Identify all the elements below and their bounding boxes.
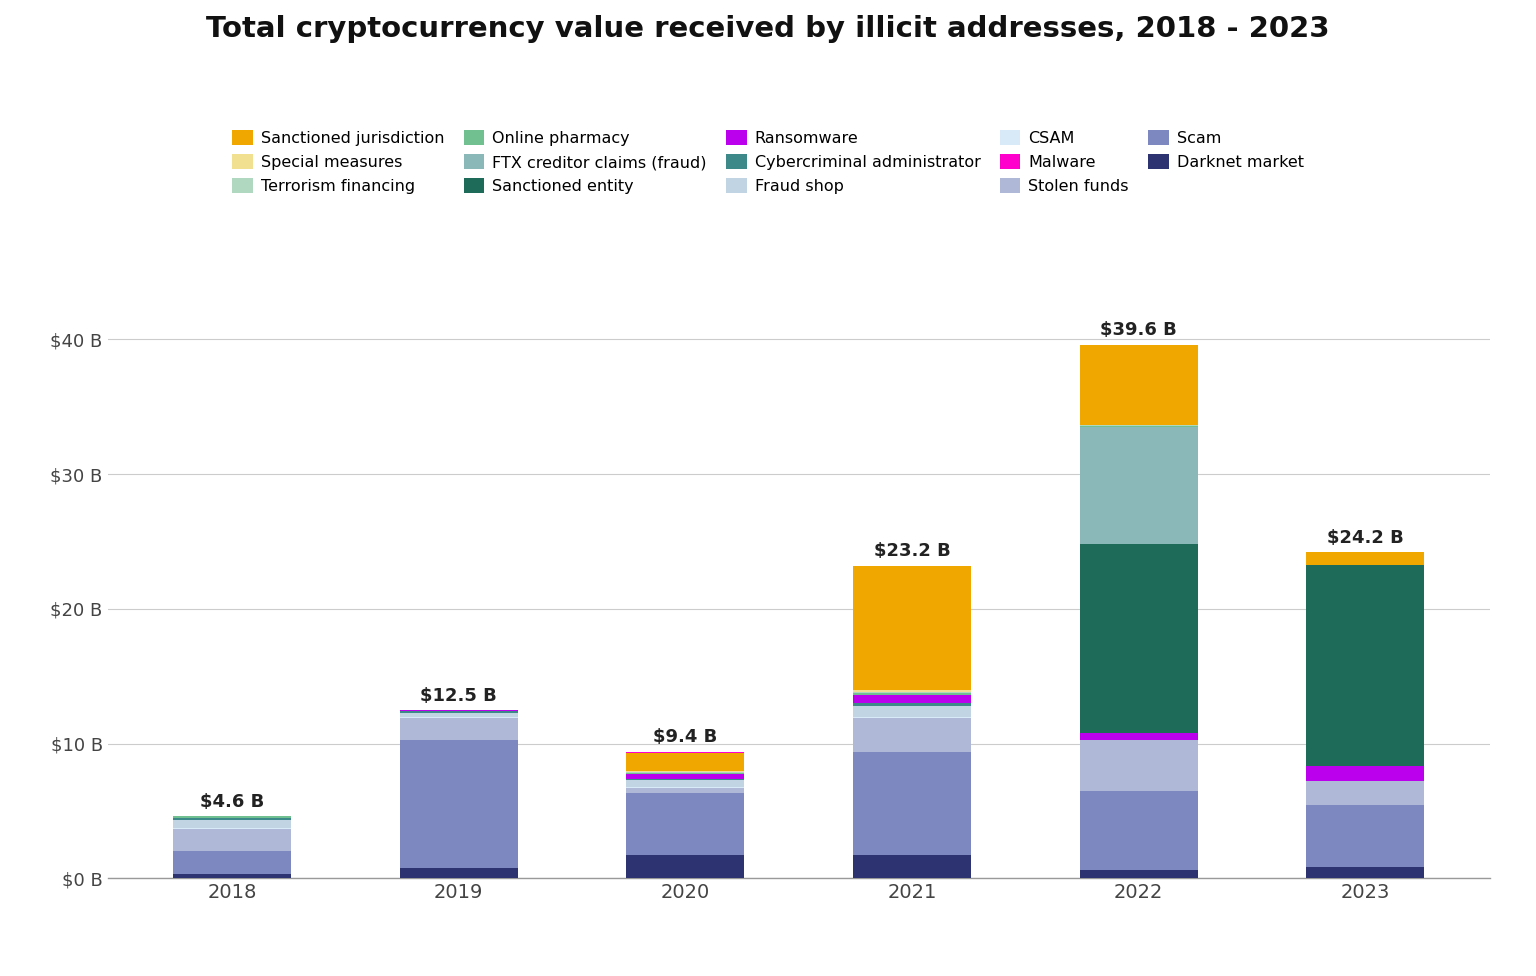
Bar	[627, 788, 745, 793]
Text: $9.4 B: $9.4 B	[653, 728, 717, 747]
Text: $12.5 B: $12.5 B	[421, 686, 498, 705]
Bar	[852, 693, 971, 695]
Bar	[852, 856, 971, 878]
Bar	[852, 716, 971, 718]
Text: $4.6 B: $4.6 B	[200, 793, 264, 811]
Bar	[852, 692, 971, 693]
Text: $23.2 B: $23.2 B	[874, 543, 951, 560]
Bar	[399, 712, 518, 716]
Bar	[627, 856, 745, 878]
Bar	[399, 718, 518, 740]
Bar	[1306, 867, 1424, 878]
Bar	[174, 816, 292, 818]
Bar	[1306, 766, 1424, 781]
Bar	[852, 566, 971, 690]
Bar	[1080, 427, 1198, 545]
Bar	[174, 820, 292, 828]
Bar	[627, 787, 745, 788]
Bar	[627, 793, 745, 856]
Text: Total cryptocurrency value received by illicit addresses, 2018 - 2023: Total cryptocurrency value received by i…	[206, 15, 1330, 43]
Bar	[174, 851, 292, 874]
Bar	[627, 774, 745, 779]
Bar	[852, 690, 971, 692]
Bar	[627, 773, 745, 774]
Bar	[852, 695, 971, 703]
Bar	[1306, 565, 1424, 766]
Bar	[1080, 791, 1198, 871]
Bar	[852, 706, 971, 716]
Bar	[1080, 345, 1198, 425]
Bar	[174, 829, 292, 851]
Legend: Sanctioned jurisdiction, Special measures, Terrorism financing, Online pharmacy,: Sanctioned jurisdiction, Special measure…	[232, 130, 1304, 194]
Text: © Chainalysis: © Chainalysis	[1344, 935, 1459, 954]
Bar	[174, 874, 292, 878]
Bar	[399, 710, 518, 712]
Bar	[1080, 740, 1198, 791]
Bar	[399, 868, 518, 878]
Bar	[1080, 733, 1198, 740]
Bar	[1080, 426, 1198, 427]
Bar	[174, 818, 292, 820]
Bar	[1306, 805, 1424, 867]
Bar	[627, 752, 745, 753]
Bar	[1306, 552, 1424, 565]
Text: $24.2 B: $24.2 B	[1327, 529, 1404, 547]
Bar	[399, 740, 518, 868]
Bar	[1080, 545, 1198, 733]
Bar	[1080, 871, 1198, 878]
Bar	[852, 718, 971, 752]
Bar	[627, 780, 745, 787]
Bar	[852, 752, 971, 856]
Bar	[627, 753, 745, 771]
Text: $39.6 B: $39.6 B	[1100, 321, 1177, 340]
Bar	[1306, 781, 1424, 805]
Bar	[852, 703, 971, 706]
Bar	[627, 779, 745, 780]
Bar	[399, 716, 518, 718]
